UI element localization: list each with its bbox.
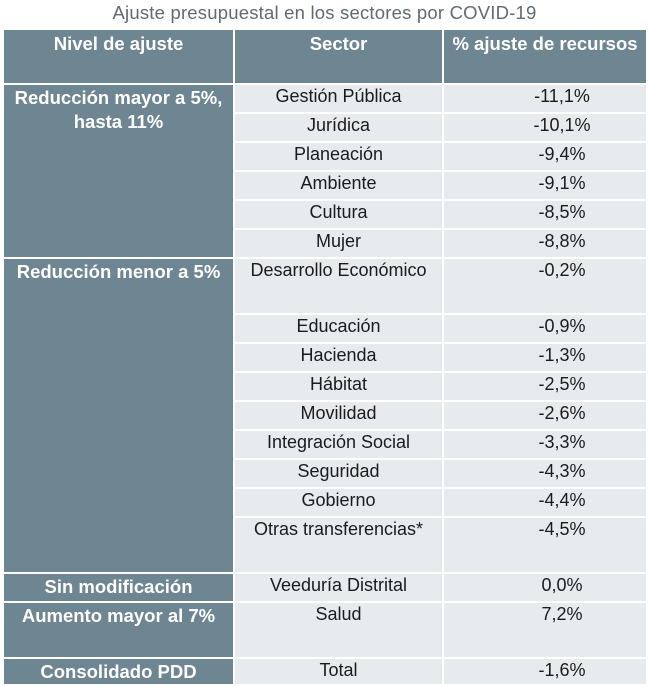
value-cell: -10,1% xyxy=(442,113,646,143)
sector-cell: Seguridad xyxy=(233,459,443,489)
sector-cell: Movilidad xyxy=(233,401,443,431)
sector-cell: Gestión Pública xyxy=(233,84,443,114)
value-cell: -8,8% xyxy=(442,229,646,259)
sector-cell: Gobierno xyxy=(233,488,443,518)
table-row: Integración Social -3,3% xyxy=(4,430,646,460)
value-cell: -2,6% xyxy=(442,401,646,431)
value-cell: -1,6% xyxy=(442,658,646,686)
value-cell: -4,5% xyxy=(442,517,646,574)
table-row: Seguridad -4,3% xyxy=(4,459,646,489)
sector-cell: Desarrollo Económico xyxy=(233,258,443,315)
value-cell: -8,5% xyxy=(442,200,646,230)
sector-cell: Hacienda xyxy=(233,343,443,373)
header-adjustment: % ajuste de recursos xyxy=(443,30,646,85)
sector-cell: Planeación xyxy=(233,142,443,172)
header-level: Nivel de ajuste xyxy=(4,30,235,85)
table-row: Gobierno -4,4% xyxy=(4,488,646,518)
value-cell: -11,1% xyxy=(442,84,646,114)
value-cell: -4,4% xyxy=(442,488,646,518)
table-row: Reducción mayor a 5%, hasta 11% Gestión … xyxy=(4,84,646,259)
table-row: Mujer -8,8% xyxy=(4,229,646,259)
table-row: Consolidado PDD Total -1,6% xyxy=(4,658,646,686)
value-cell: -2,5% xyxy=(442,372,646,402)
level-cell: Reducción menor a 5% xyxy=(4,258,234,574)
value-cell: -9,4% xyxy=(442,142,646,172)
sector-cell: Ambiente xyxy=(233,171,443,201)
sector-cell: Salud xyxy=(233,602,443,659)
sector-cell: Integración Social xyxy=(233,430,443,460)
value-cell: -9,1% xyxy=(442,171,646,201)
level-cell: Aumento mayor al 7% xyxy=(4,602,234,659)
level-cell: Consolidado PDD xyxy=(4,658,234,686)
sector-cell: Otras transferencias* xyxy=(233,517,443,574)
table-row: Aumento mayor al 7% Salud 7,2% xyxy=(4,602,646,659)
level-cell: Sin modificación xyxy=(4,573,234,603)
sector-cell: Cultura xyxy=(233,200,443,230)
table-row: Planeación -9,4% xyxy=(4,142,646,172)
sector-cell: Mujer xyxy=(233,229,443,259)
table-row: Cultura -8,5% xyxy=(4,200,646,230)
value-cell: 7,2% xyxy=(442,602,646,659)
value-cell: -0,9% xyxy=(442,314,646,344)
value-cell: -1,3% xyxy=(442,343,646,373)
value-cell: -3,3% xyxy=(442,430,646,460)
sector-cell: Veeduría Distrital xyxy=(233,573,443,603)
sector-cell: Educación xyxy=(233,314,443,344)
sector-cell: Hábitat xyxy=(233,372,443,402)
table-row: Ambiente -9,1% xyxy=(4,171,646,201)
level-cell: Reducción mayor a 5%, hasta 11% xyxy=(4,84,234,259)
sector-cell: Jurídica xyxy=(233,113,443,143)
table-row: Reducción menor a 5% Desarrollo Económic… xyxy=(4,258,646,574)
header-sector: Sector xyxy=(234,30,444,85)
value-cell: 0,0% xyxy=(442,573,646,603)
table-row: Educación -0,9% xyxy=(4,314,646,344)
value-cell: -0,2% xyxy=(442,258,646,315)
value-cell: -4,3% xyxy=(442,459,646,489)
table-row: Movilidad -2,6% xyxy=(4,401,646,431)
sector-cell: Total xyxy=(233,658,443,686)
table-row: Sin modificación Veeduría Distrital 0,0% xyxy=(4,573,646,603)
table-row: Hacienda -1,3% xyxy=(4,343,646,373)
budget-adjustment-table: Nivel de ajuste Sector % ajuste de recur… xyxy=(4,30,646,686)
table-title: Ajuste presupuestal en los sectores por … xyxy=(112,2,537,23)
table-row: Jurídica -10,1% xyxy=(4,113,646,143)
table-row: Hábitat -2,5% xyxy=(4,372,646,402)
header-row: Nivel de ajuste Sector % ajuste de recur… xyxy=(4,30,646,85)
table-row: Otras transferencias* -4,5% xyxy=(4,517,646,574)
